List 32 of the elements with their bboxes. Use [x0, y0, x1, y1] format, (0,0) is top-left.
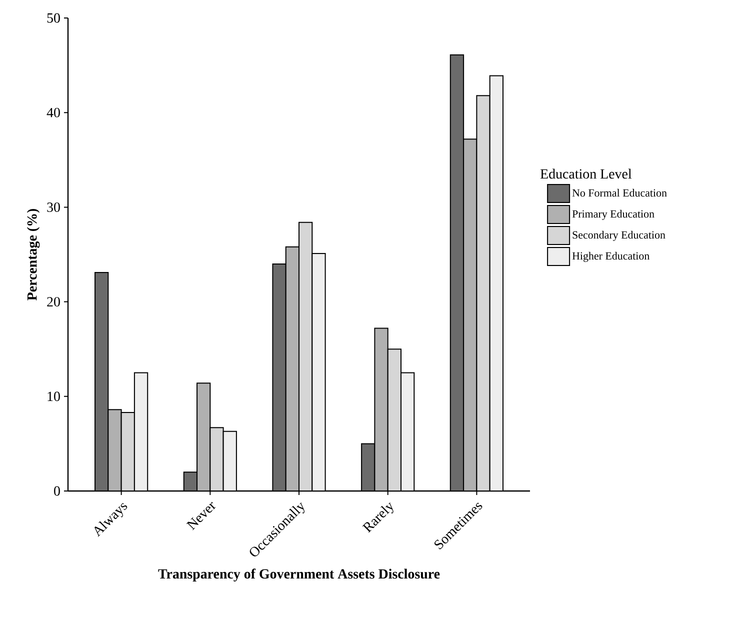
bar — [108, 409, 122, 491]
y-tick-label: 0 — [54, 486, 60, 496]
legend-label: No Formal Education — [572, 188, 667, 197]
bar — [476, 95, 490, 491]
bar — [312, 253, 326, 491]
bar — [196, 382, 211, 491]
bar — [285, 246, 300, 491]
bar — [120, 412, 135, 491]
bar — [272, 263, 286, 491]
bar — [210, 427, 224, 491]
legend-label: Primary Education — [572, 210, 654, 220]
bar — [400, 372, 415, 491]
bar — [450, 54, 464, 491]
bar — [94, 272, 109, 491]
y-tick-label: 10 — [48, 392, 60, 402]
bar — [361, 443, 376, 491]
bar — [298, 222, 313, 491]
bar — [222, 430, 237, 491]
y-tick-label: 40 — [46, 108, 60, 118]
bar — [374, 328, 388, 491]
legend-label: Secondary Education — [572, 230, 666, 241]
bar — [387, 348, 402, 491]
legend-label: Higher Education — [572, 252, 650, 262]
y-axis-title: Percentage (%) — [26, 208, 40, 300]
x-axis-title: Transparency of Government Assets Disclosure — [158, 568, 440, 582]
legend-title: Education Level — [540, 168, 632, 179]
y-tick-label: 50 — [47, 13, 60, 23]
bar — [489, 75, 504, 491]
y-tick-label: 20 — [47, 297, 60, 307]
y-tick-label: 30 — [47, 202, 60, 212]
bar — [134, 372, 148, 491]
bar — [463, 138, 478, 491]
